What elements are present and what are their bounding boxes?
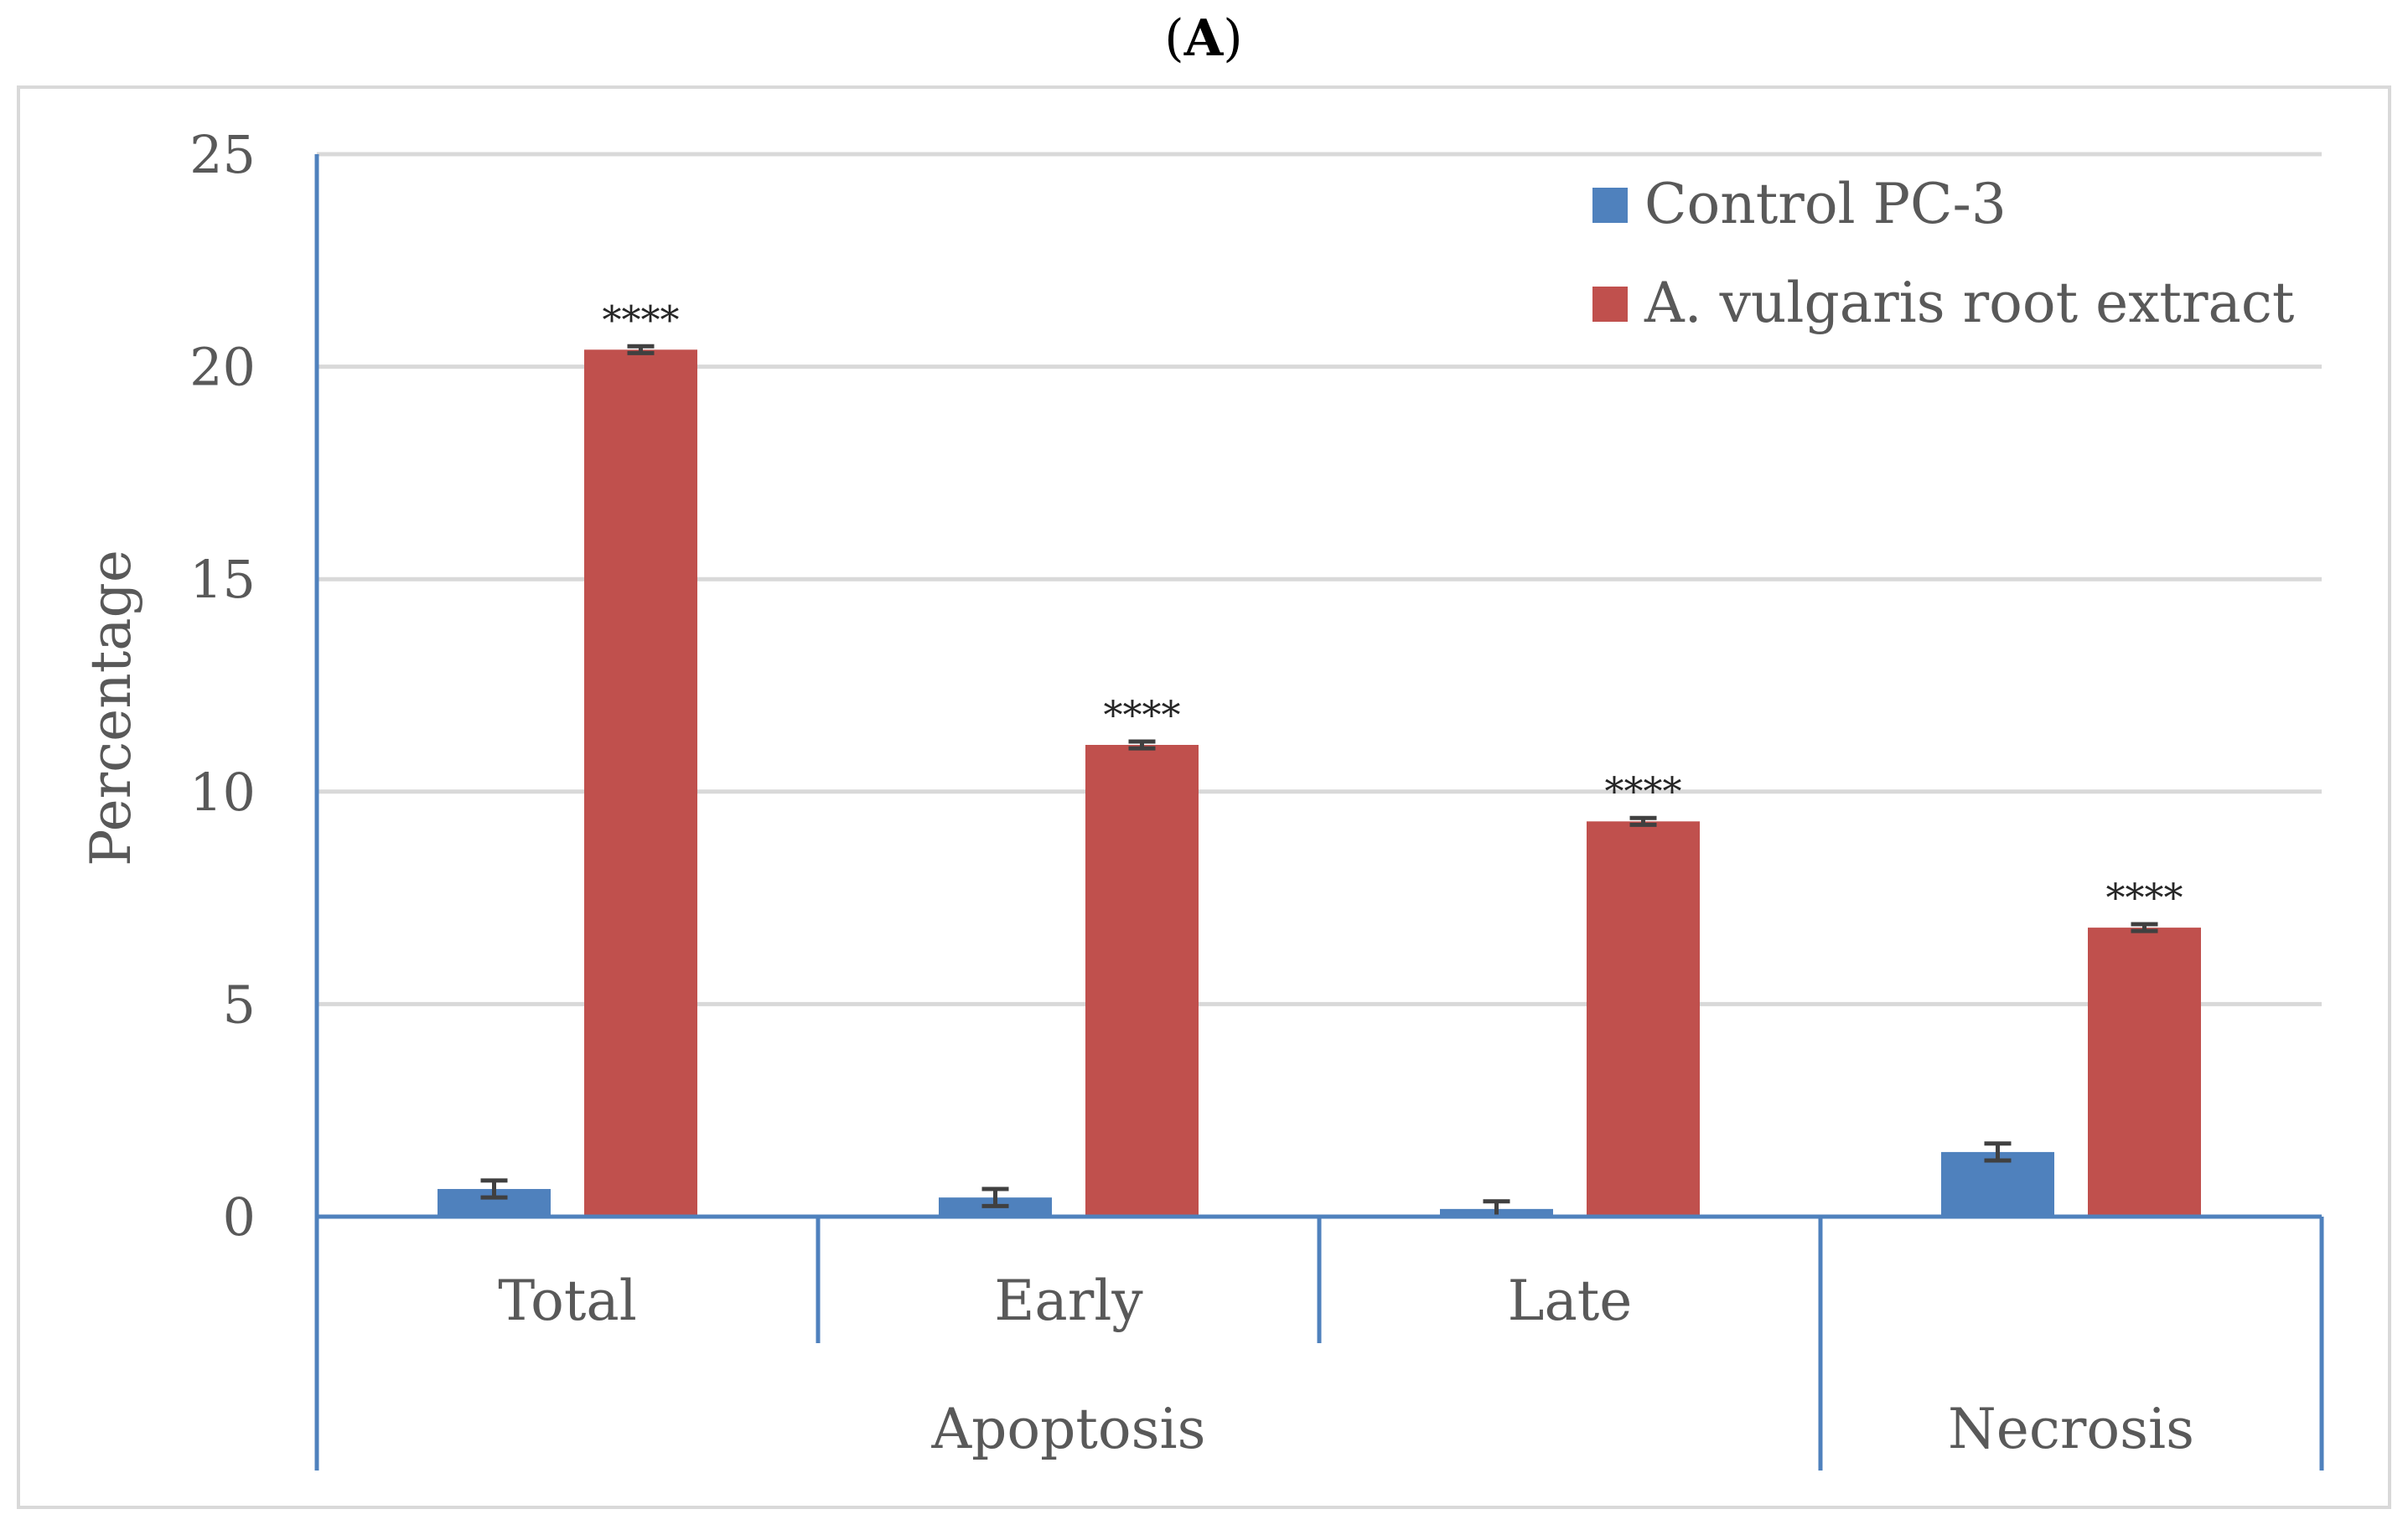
bars <box>438 349 2201 1217</box>
bar-extract-early <box>1085 745 1199 1217</box>
x-tick-label-late: Late <box>1508 1269 1633 1333</box>
y-tick-label-20: 20 <box>189 337 256 398</box>
y-tick-label-10: 10 <box>189 762 256 823</box>
legend-label-control: Control PC-3 <box>1644 172 2007 236</box>
group-label-necrosis: Necrosis <box>1948 1397 2194 1461</box>
significance-mark: **** <box>1104 692 1181 737</box>
legend: Control PC-3 A. vulgaris root extract <box>1592 172 2294 335</box>
y-tick-label-25: 25 <box>189 124 256 185</box>
x-tick-labels: Total Early Late Apoptosis Necrosis <box>498 1269 2194 1461</box>
legend-swatch-control <box>1592 188 1628 223</box>
bar-control-necrosis <box>1941 1151 2054 1217</box>
y-tick-labels: 0 5 10 15 20 25 <box>189 124 256 1248</box>
axes <box>314 154 2324 1471</box>
chart-border <box>17 85 2391 1509</box>
significance-mark: **** <box>1605 768 1682 814</box>
panel-label: A <box>1183 9 1225 68</box>
legend-label-extract: A. vulgaris root extract <box>1644 271 2294 335</box>
error-bars <box>480 344 2158 1219</box>
bar-extract-total <box>584 349 697 1217</box>
y-axis-label: Percentage <box>79 550 143 866</box>
x-tick-label-total: Total <box>498 1269 637 1333</box>
significance-annotations: **** **** **** **** <box>603 297 2183 920</box>
significance-mark: **** <box>603 297 680 342</box>
group-label-apoptosis: Apoptosis <box>930 1397 1205 1461</box>
significance-mark: **** <box>2106 875 2183 920</box>
y-tick-label-15: 15 <box>189 549 256 610</box>
x-tick-label-early: Early <box>994 1269 1143 1333</box>
y-tick-label-5: 5 <box>223 974 256 1035</box>
panel-title: (A) <box>1164 9 1242 68</box>
bar-extract-necrosis <box>2088 928 2201 1217</box>
bar-extract-late <box>1587 821 1700 1217</box>
legend-swatch-extract <box>1592 287 1628 322</box>
y-tick-label-0: 0 <box>223 1186 256 1248</box>
